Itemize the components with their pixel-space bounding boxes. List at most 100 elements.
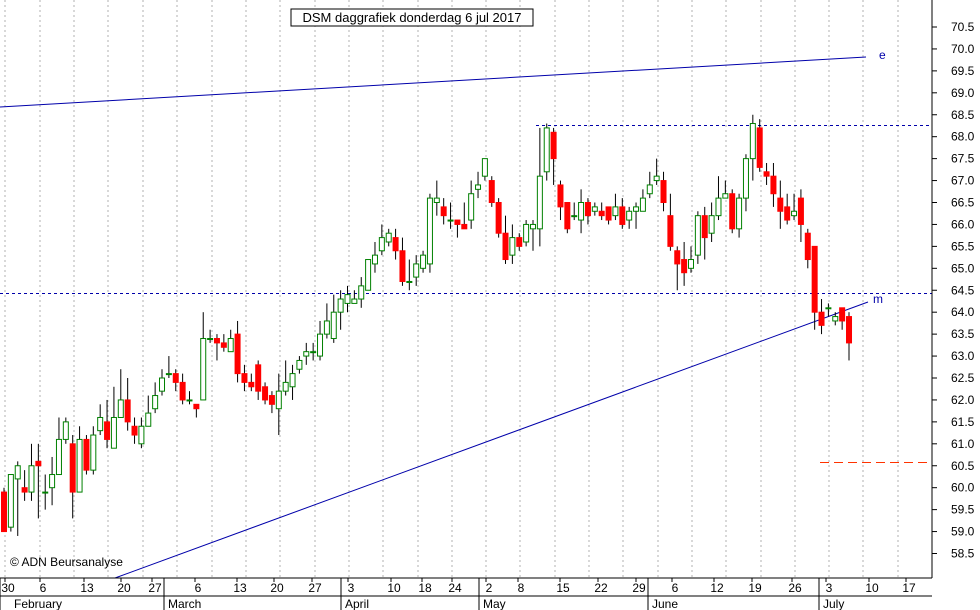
y-tick-label: 69.0 bbox=[951, 86, 975, 100]
candle-body bbox=[598, 210, 605, 217]
candle-body bbox=[124, 399, 131, 423]
candle-body bbox=[234, 333, 241, 375]
y-tick-label: 62.0 bbox=[951, 393, 975, 407]
candle-body bbox=[564, 202, 571, 230]
candle-body bbox=[516, 237, 523, 247]
candle-body bbox=[97, 416, 104, 432]
x-tick-label: 26 bbox=[788, 581, 802, 595]
candle-body bbox=[344, 294, 351, 304]
trendline-label-e: e bbox=[879, 48, 886, 62]
month-label: March bbox=[168, 597, 201, 610]
candle-body bbox=[832, 316, 839, 322]
candle-body bbox=[323, 320, 330, 335]
candle-body bbox=[255, 364, 262, 392]
trendlines bbox=[0, 56, 932, 579]
candle-body bbox=[227, 338, 234, 353]
candle-body bbox=[413, 263, 420, 278]
candle-body bbox=[481, 158, 488, 177]
candle-body bbox=[138, 425, 145, 445]
candle-body bbox=[358, 285, 365, 300]
candle-body bbox=[784, 206, 791, 221]
candle-body bbox=[213, 338, 220, 344]
candle-body bbox=[715, 197, 722, 217]
candle-body bbox=[488, 180, 495, 203]
candle-body bbox=[289, 373, 296, 388]
x-tick-label: 2 bbox=[486, 581, 493, 595]
candle-body bbox=[818, 311, 825, 326]
x-tick-label: 22 bbox=[594, 581, 608, 595]
vertical-grid bbox=[4, 0, 899, 578]
x-tick-label: 6 bbox=[195, 581, 202, 595]
candle-body bbox=[241, 373, 248, 383]
x-tick-label: 13 bbox=[80, 581, 94, 595]
y-tick-label: 59.5 bbox=[951, 503, 975, 517]
y-tick-label: 67.5 bbox=[951, 152, 975, 166]
candle-body bbox=[186, 399, 193, 402]
y-tick-label: 70.5 bbox=[951, 20, 975, 34]
trendline-label-m: m bbox=[873, 292, 883, 306]
candle-body bbox=[509, 237, 516, 256]
chart-title: DSM daggrafiek donderdag 6 jul 2017 bbox=[303, 10, 522, 25]
candle-body bbox=[117, 399, 124, 418]
candle-body bbox=[584, 202, 591, 217]
candle-body bbox=[612, 206, 619, 217]
x-tick-label: 6 bbox=[672, 581, 679, 595]
x-tick-label: 20 bbox=[117, 581, 131, 595]
candle-body bbox=[550, 131, 557, 160]
candle-body bbox=[688, 259, 694, 269]
candle-body bbox=[523, 223, 530, 243]
candle-body bbox=[351, 298, 358, 304]
candle-body bbox=[626, 210, 633, 221]
x-tick-label: 19 bbox=[748, 581, 762, 595]
y-axis: 58.5 59.0 59.5 60.0 60.5 61.0 61.5 62.0 62.5 63.0… bbox=[931, 0, 975, 578]
y-tick-label: 65.5 bbox=[951, 239, 975, 253]
candle-body bbox=[420, 254, 427, 269]
candle-body bbox=[378, 237, 385, 252]
candle-body bbox=[220, 342, 227, 348]
candle-body bbox=[447, 219, 454, 222]
candle-body bbox=[536, 175, 543, 230]
candle-body bbox=[749, 123, 756, 160]
candle-body bbox=[495, 202, 502, 234]
y-tick-label: 64.0 bbox=[951, 305, 975, 319]
x-tick-label: 8 bbox=[518, 581, 525, 595]
candle-body bbox=[756, 127, 763, 168]
upper-trendline bbox=[0, 56, 867, 108]
x-tick-label: 20 bbox=[270, 581, 284, 595]
candle-body bbox=[736, 197, 743, 230]
candle-body bbox=[193, 403, 200, 410]
candle-body bbox=[619, 206, 626, 225]
candle-body bbox=[131, 425, 138, 436]
candle-body bbox=[825, 307, 832, 310]
copyright-notice: © ADN Beursanalyse bbox=[10, 555, 123, 569]
candle-body bbox=[14, 465, 21, 480]
candle-body bbox=[475, 184, 482, 190]
month-label: May bbox=[483, 597, 506, 610]
candle-body bbox=[742, 158, 749, 199]
candle-body bbox=[21, 487, 28, 493]
candle-body bbox=[571, 215, 578, 218]
candle-body bbox=[557, 184, 564, 208]
candle-body bbox=[846, 316, 853, 344]
y-tick-label: 68.0 bbox=[951, 130, 975, 144]
y-tick-label: 70.0 bbox=[951, 42, 975, 56]
candle-body bbox=[42, 491, 49, 494]
candle-body bbox=[681, 259, 688, 274]
candle-body bbox=[633, 206, 640, 212]
candle-body bbox=[426, 197, 433, 265]
candle-body bbox=[468, 193, 475, 221]
x-tick-label: 10 bbox=[865, 581, 879, 595]
candle-body bbox=[578, 202, 585, 221]
y-tick-label: 63.0 bbox=[951, 349, 975, 363]
candle-body bbox=[200, 338, 207, 401]
candle-body bbox=[268, 395, 275, 405]
candle-body bbox=[667, 215, 674, 247]
candle-body bbox=[646, 184, 653, 195]
candle-body bbox=[35, 460, 42, 467]
candle-body bbox=[399, 250, 406, 282]
y-tick-label: 68.5 bbox=[951, 108, 975, 122]
candle-body bbox=[172, 373, 179, 383]
y-tick-label: 69.5 bbox=[951, 64, 975, 78]
candle-body bbox=[49, 474, 56, 489]
y-tick-label: 67.0 bbox=[951, 174, 975, 188]
